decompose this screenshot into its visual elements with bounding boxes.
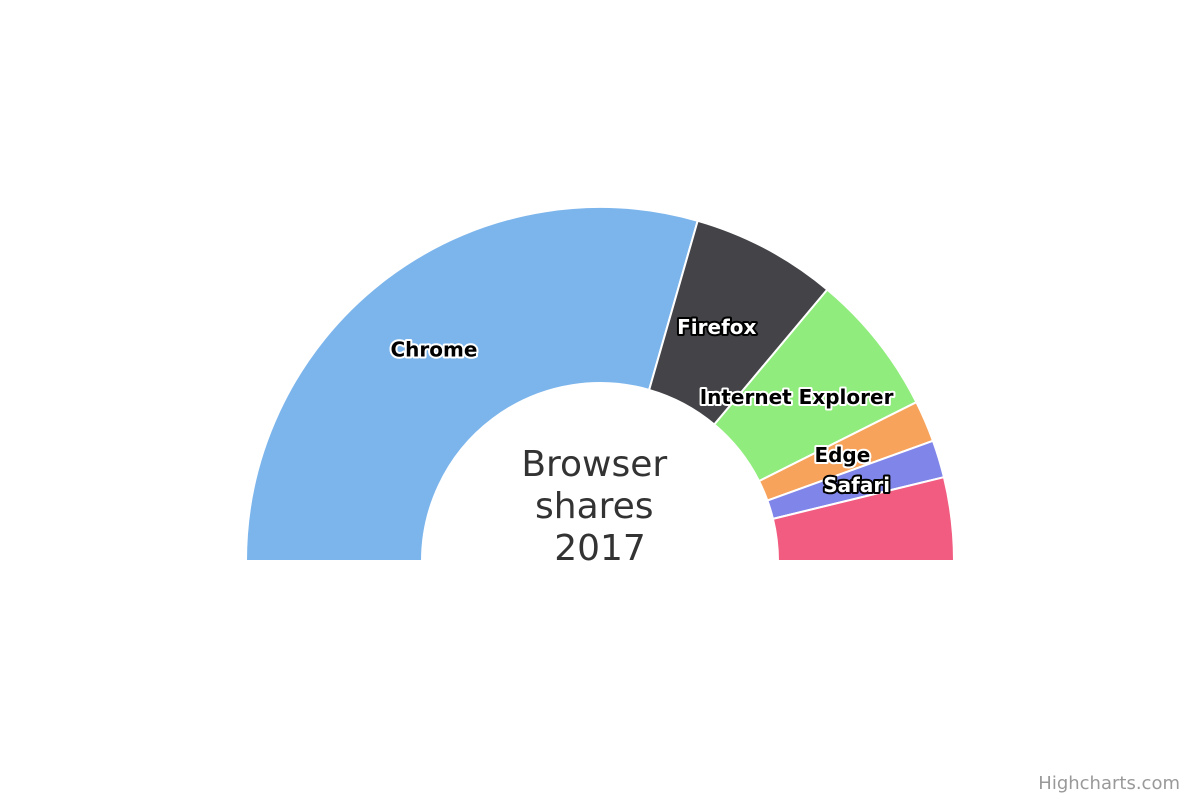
slice-chrome[interactable] xyxy=(245,206,699,562)
slices-group xyxy=(245,206,955,562)
label-chrome: Chrome xyxy=(390,338,477,362)
label-internet-explorer: Internet Explorer xyxy=(700,385,894,409)
label-safari: Safari xyxy=(823,473,890,497)
credits-link[interactable]: Highcharts.com xyxy=(1038,773,1180,794)
label-firefox: Firefox xyxy=(677,315,756,339)
chart-title-line-3: 2017 xyxy=(554,528,646,569)
chart-title-line-2: shares xyxy=(535,486,654,527)
label-edge: Edge xyxy=(814,443,870,467)
chart-title-line-1: Browser xyxy=(521,444,667,485)
chart-title: Browser shares 2017 xyxy=(521,444,678,569)
labels-group: Chrome Firefox Internet Explorer Edge Safari xyxy=(388,313,895,499)
slice-other[interactable] xyxy=(771,476,955,562)
